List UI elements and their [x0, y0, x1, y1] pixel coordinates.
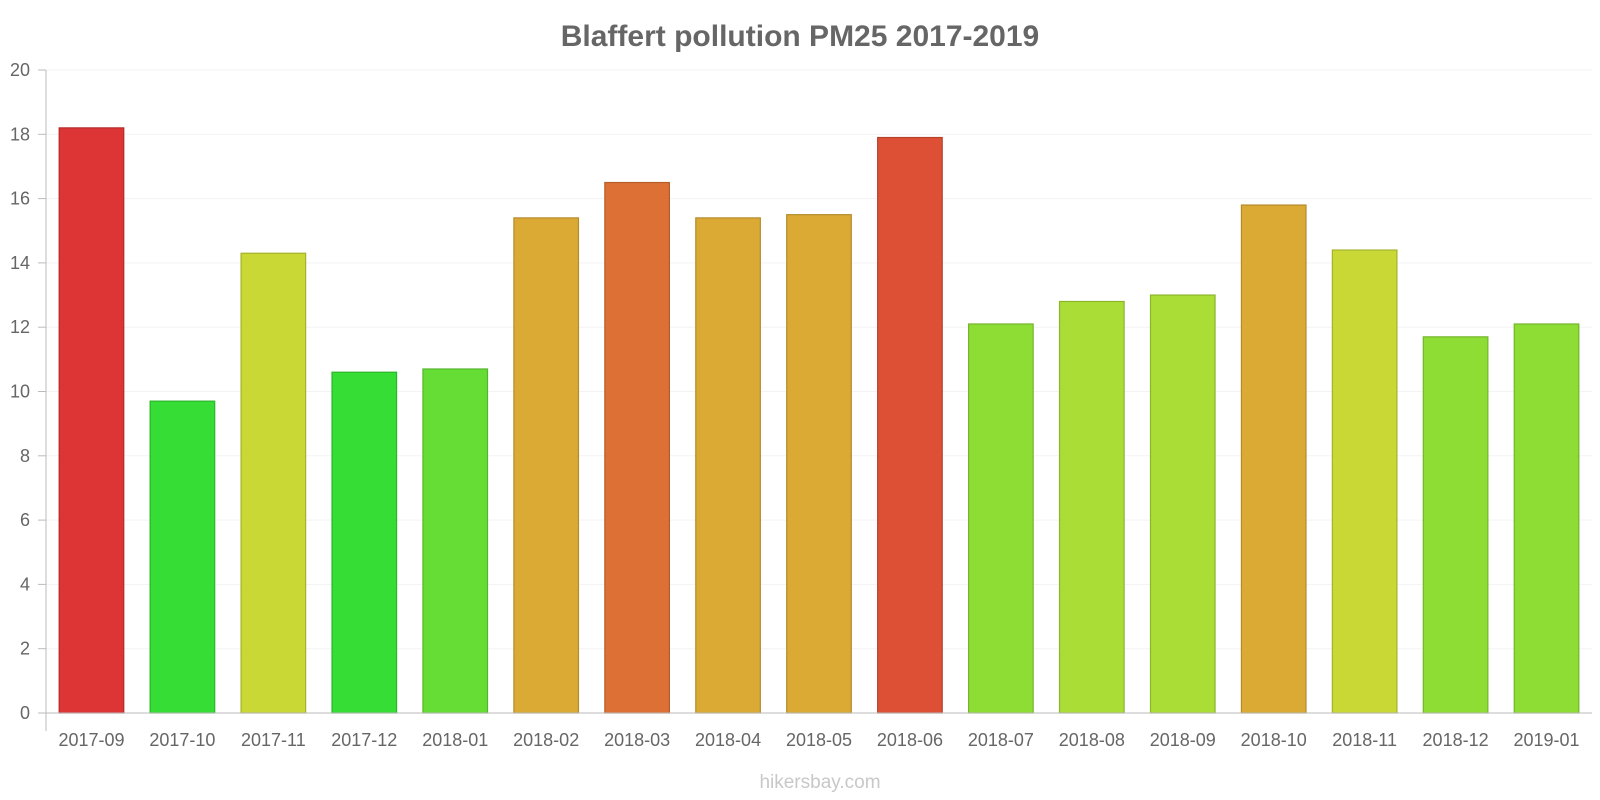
x-axis-ticks: 2017-09 2017-10 2017-11 2017-12 2018-01 2018-… [58, 730, 1579, 750]
y-tick-label: 16 [10, 189, 30, 209]
bar-2017-10 [149, 400, 216, 714]
y-tick-label: 18 [10, 124, 30, 144]
x-tick-label: 2017-11 [241, 730, 306, 750]
bar-2018-09 [1149, 294, 1216, 714]
credit-watermark: hikersbay.com [759, 772, 880, 793]
bar-2018-12 [1422, 336, 1489, 714]
y-tick-label: 10 [10, 382, 30, 402]
bar-2017-12 [331, 371, 398, 714]
x-tick-label: 2018-05 [786, 730, 852, 750]
y-tick-label: 0 [20, 703, 30, 723]
bar-2018-03 [604, 181, 671, 714]
x-tick-label: 2018-08 [1059, 730, 1125, 750]
chart-title: Blaffert pollution PM25 2017-2019 [561, 20, 1039, 53]
bar-2018-05 [786, 214, 852, 714]
x-tick-label: 2018-10 [1241, 730, 1307, 750]
bar-2018-04 [695, 217, 761, 714]
y-tick-label: 2 [20, 639, 30, 659]
x-tick-label: 2018-03 [604, 730, 670, 750]
x-tick-label: 2017-10 [149, 730, 215, 750]
y-tick-label: 20 [10, 60, 30, 80]
y-tick-label: 14 [10, 253, 30, 273]
bar-2018-01 [422, 368, 489, 714]
bar-2017-11 [240, 252, 307, 714]
x-tick-label: 2018-02 [513, 730, 579, 750]
x-tick-label: 2018-12 [1423, 730, 1489, 750]
bar-2018-11 [1331, 249, 1398, 714]
x-tick-label: 2019-01 [1513, 730, 1579, 750]
bar-2018-08 [1058, 300, 1125, 714]
x-tick-label: 2018-07 [968, 730, 1034, 750]
x-tick-label: 2018-11 [1332, 730, 1397, 750]
y-tick-label: 12 [10, 317, 30, 337]
y-tick-label: 8 [20, 446, 30, 466]
bar-2019-01 [1513, 323, 1580, 714]
bar-2018-07 [967, 323, 1034, 714]
bars [58, 127, 1580, 714]
x-tick-label: 2017-09 [58, 730, 124, 750]
x-tick-label: 2018-04 [695, 730, 761, 750]
x-tick-label: 2018-01 [422, 730, 488, 750]
x-tick-label: 2018-09 [1150, 730, 1216, 750]
bar-2018-02 [513, 217, 580, 714]
y-tick-label: 4 [20, 574, 30, 594]
y-tick-label: 6 [20, 510, 30, 530]
y-axis-ticks: 0 2 4 6 8 10 12 14 16 18 20 [10, 60, 46, 723]
x-tick-label: 2017-12 [331, 730, 397, 750]
bar-2017-09 [58, 127, 125, 714]
x-tick-label: 2018-06 [877, 730, 943, 750]
bar-2018-06 [877, 136, 943, 714]
bar-2018-10 [1240, 204, 1307, 714]
